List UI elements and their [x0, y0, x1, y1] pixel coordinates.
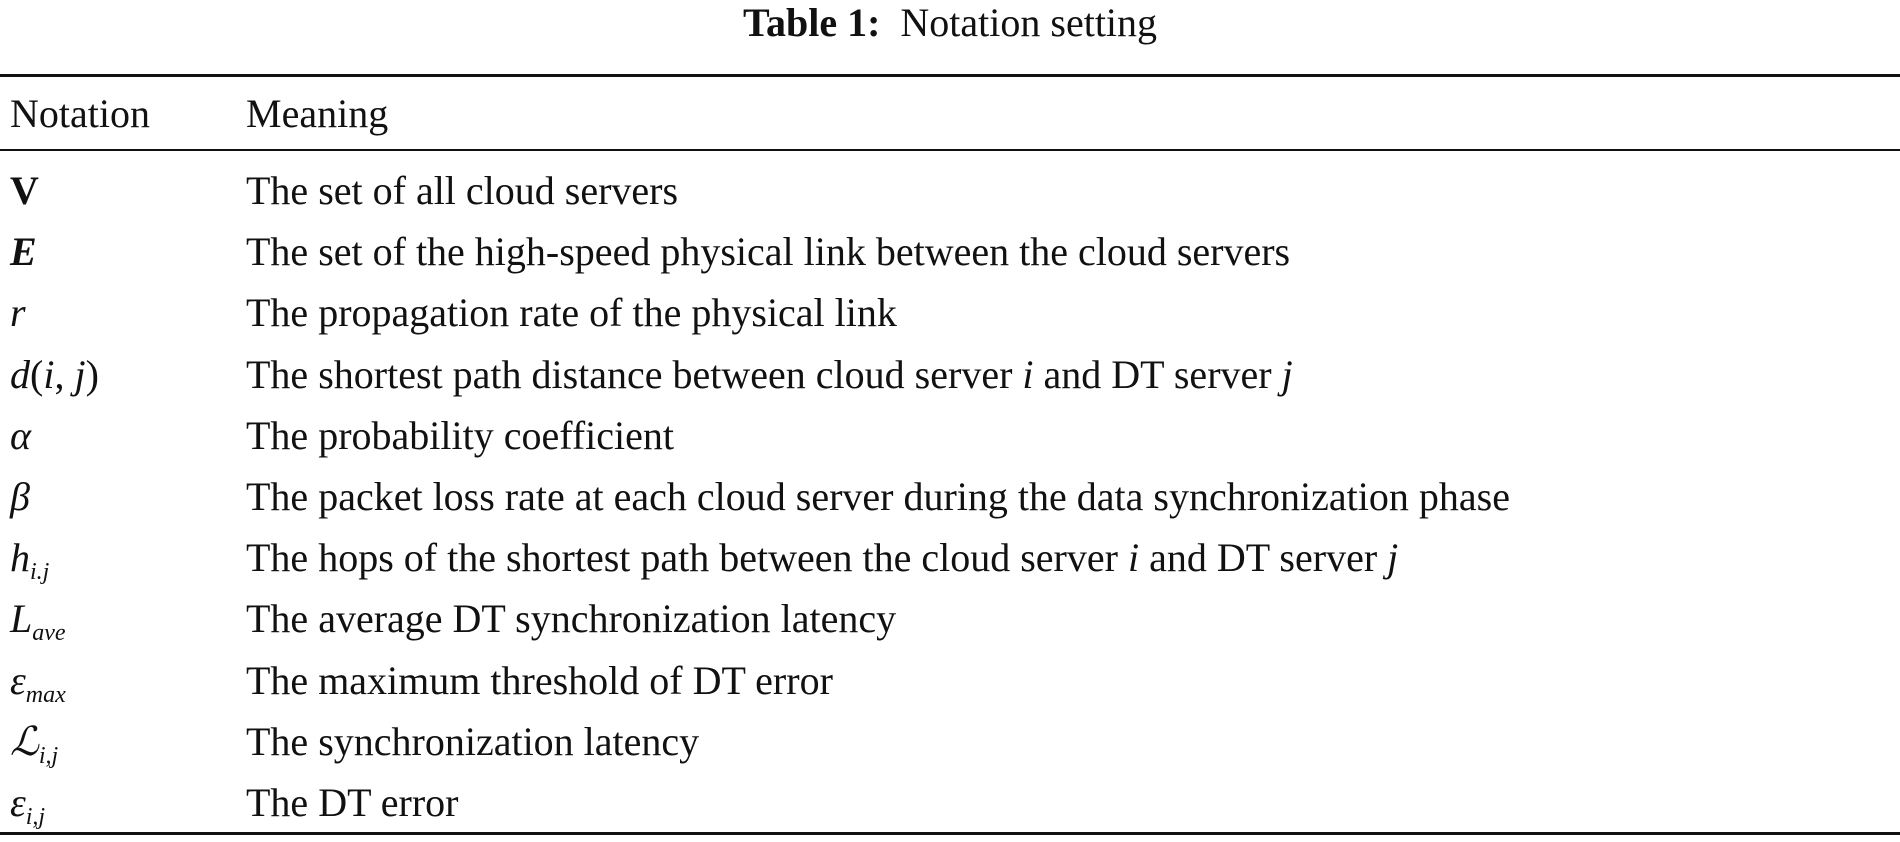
header-meaning: Meaning — [246, 91, 389, 136]
text-segment: ) — [85, 351, 99, 397]
text-segment: i — [1127, 535, 1140, 581]
text-segment: i.j — [30, 559, 50, 586]
text-segment: The maximum threshold of DT error — [246, 657, 833, 703]
text-segment: The set of the high-speed physical link … — [246, 229, 1291, 275]
text-segment: L — [10, 596, 33, 642]
text-segment: The probability coefficient — [246, 412, 674, 458]
table-row: β The packet loss rate at each cloud serv… — [0, 466, 1900, 527]
text-segment: d — [10, 351, 30, 397]
meaning-cell: The hops of the shortest path between th… — [246, 527, 1398, 588]
meaning-cell: The set of the high-speed physical link … — [246, 221, 1290, 282]
notation-cell: Lave — [10, 588, 66, 649]
text-segment: The synchronization latency — [246, 718, 700, 764]
text-segment: β — [10, 474, 30, 519]
text-segment: r — [10, 290, 26, 336]
meaning-cell: The set of all cloud servers — [246, 160, 678, 221]
table-row: ℒi,j The synchronization latency — [0, 711, 1900, 772]
meaning-cell: The synchronization latency — [246, 711, 699, 772]
text-segment: ℒ — [10, 718, 39, 764]
notation-cell: εi,j — [10, 772, 45, 833]
notation-cell: E — [10, 221, 37, 282]
text-segment: The DT error — [246, 780, 459, 825]
table-row: V The set of all cloud servers — [0, 160, 1900, 221]
table-row: Lave The average DT synchronization laten… — [0, 588, 1900, 649]
text-segment: , — [54, 351, 75, 397]
text-segment: The hops of the shortest path between th… — [246, 535, 1128, 581]
text-segment: ( — [30, 351, 44, 397]
notation-cell: εmax — [10, 650, 66, 711]
table-label: Table 1: — [742, 0, 881, 45]
text-segment: α — [10, 412, 31, 458]
meaning-cell: The packet loss rate at each cloud serve… — [246, 466, 1510, 527]
text-segment: and DT server — [1139, 535, 1388, 581]
header-row: Notation Meaning — [0, 83, 1900, 144]
text-segment: The packet loss rate at each cloud serve… — [246, 474, 1510, 519]
table-row: E The set of the high-speed physical link… — [0, 221, 1900, 282]
text-segment: max — [25, 681, 66, 708]
text-segment: i — [1022, 351, 1034, 397]
meaning-cell: The shortest path distance between cloud… — [246, 344, 1293, 405]
text-segment: i — [43, 351, 55, 397]
bottom-rule — [0, 832, 1900, 835]
table-row: hi.j The hops of the shortest path betwee… — [0, 527, 1900, 588]
text-segment: The average DT synchronization latency — [246, 596, 897, 642]
meaning-cell: The DT error — [246, 772, 459, 833]
header-notation: Notation — [10, 91, 150, 136]
text-segment: ε — [10, 657, 26, 703]
text-segment: ave — [32, 620, 66, 647]
meaning-cell: The maximum threshold of DT error — [246, 650, 833, 711]
table-row: εmax The maximum threshold of DT error — [0, 650, 1900, 711]
notation-cell: V — [10, 160, 39, 221]
table-row: d(i, j) The shortest path distance betwee… — [0, 344, 1900, 405]
text-segment: i,j — [25, 804, 46, 830]
meaning-cell: The average DT synchronization latency — [246, 588, 896, 649]
text-segment: i,j — [38, 742, 59, 769]
text-segment: ε — [10, 780, 26, 825]
table-row: r The propagation rate of the physical li… — [0, 282, 1900, 343]
meaning-cell: The propagation rate of the physical lin… — [246, 282, 897, 343]
text-segment: j — [1281, 351, 1293, 397]
notation-cell: β — [10, 466, 30, 527]
table-row: εi,j The DT error — [0, 772, 1900, 833]
text-segment: The set of all cloud servers — [246, 168, 679, 213]
notation-cell: α — [10, 405, 31, 466]
meaning-cell: The probability coefficient — [246, 405, 674, 466]
notation-cell: r — [10, 282, 26, 343]
text-segment: j — [1387, 535, 1399, 581]
text-segment: h — [10, 535, 30, 581]
table-row: α The probability coefficient — [0, 405, 1900, 466]
table-caption: Table 1: Notation setting — [0, 0, 1900, 46]
text-segment: The shortest path distance between cloud… — [246, 351, 1023, 397]
notation-cell: d(i, j) — [10, 344, 99, 405]
text-segment: E — [10, 229, 37, 275]
header-rule — [0, 149, 1900, 151]
notation-cell: hi.j — [10, 527, 49, 588]
text-segment: and DT server — [1033, 351, 1282, 397]
table-title: Notation setting — [900, 0, 1158, 45]
text-segment: V — [10, 168, 39, 213]
text-segment: The propagation rate of the physical lin… — [246, 290, 897, 336]
notation-cell: ℒi,j — [10, 711, 58, 772]
top-rule — [0, 74, 1900, 77]
text-segment: j — [74, 351, 86, 397]
